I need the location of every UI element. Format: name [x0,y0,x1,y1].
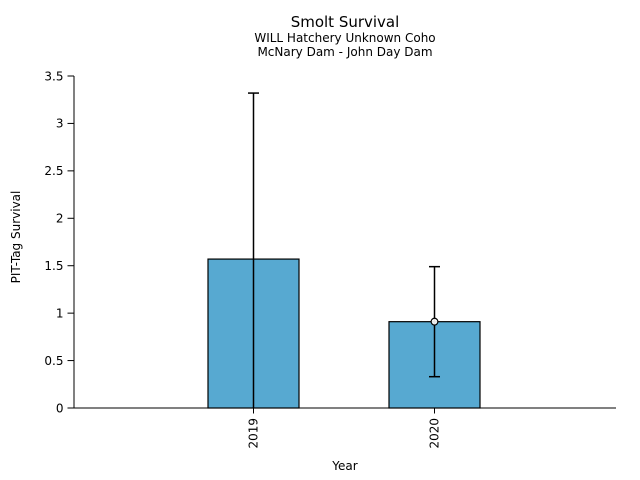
y-tick-label-0: 0 [56,401,64,415]
y-tick-label-1: 1 [56,306,64,320]
y-tick-label-0.5: 0.5 [44,354,63,368]
y-tick-label-2.5: 2.5 [44,164,63,178]
plot-area: 0 0.5 1 1.5 2 2.5 3 3.5 2019 2020 [44,69,616,449]
x-tick-label-2019: 2019 [247,418,261,449]
chart-subtitle-line-1: WILL Hatchery Unknown Coho [254,31,435,45]
chart-subtitle-line-2: McNary Dam - John Day Dam [257,45,432,59]
point-marker-2020 [430,317,439,326]
y-tick-label-3.5: 3.5 [44,69,63,83]
x-tick-label-2020: 2020 [428,418,442,449]
y-axis-label: PIT-Tag Survival [9,191,23,284]
y-tick-label-2: 2 [56,212,64,226]
y-tick-label-1.5: 1.5 [44,259,63,273]
y-tick-label-3: 3 [56,117,64,131]
chart-title: Smolt Survival [291,13,400,31]
x-axis-label: Year [331,459,357,473]
